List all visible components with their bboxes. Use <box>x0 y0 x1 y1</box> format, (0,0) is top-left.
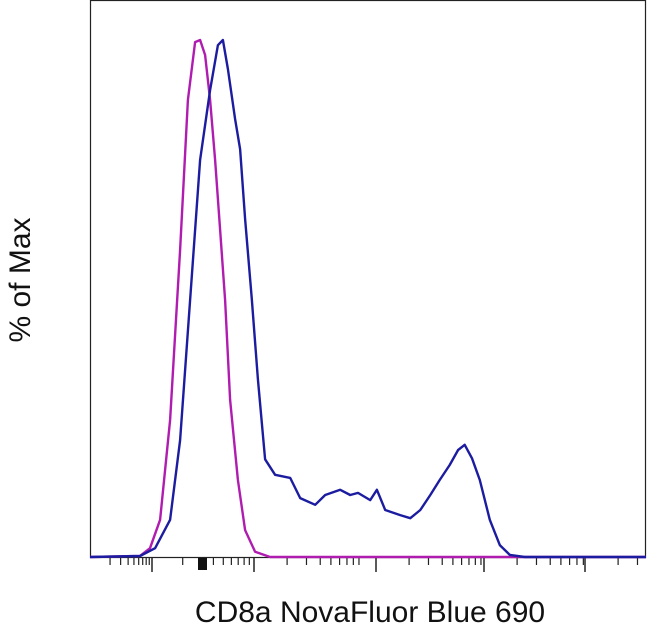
tick-mark <box>198 558 207 570</box>
x-axis-label: CD8a NovaFluor Blue 690 <box>195 596 545 629</box>
histogram-line <box>89 38 646 559</box>
histogram-line <box>89 38 646 559</box>
plot-frame <box>89 0 647 559</box>
y-axis-label: % of Max <box>4 217 37 342</box>
